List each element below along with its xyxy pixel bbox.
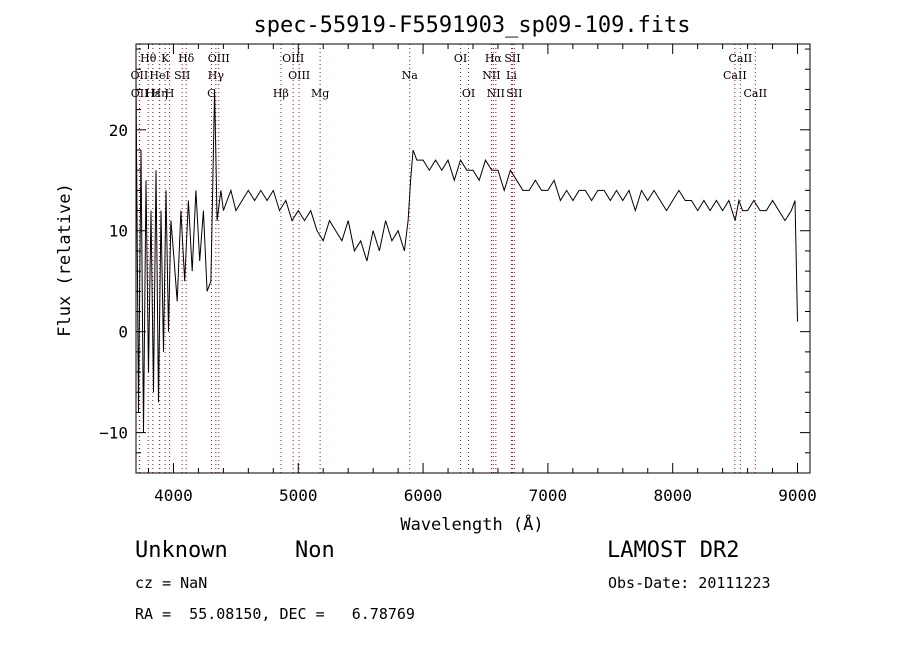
emission-line-label: CaII [743,87,767,100]
x-tick-label: 5000 [279,486,318,505]
observation-date: Obs-Date: 20111223 [608,574,771,592]
y-tick-label: 20 [109,121,128,140]
emission-line-label: OII [131,87,149,100]
redshift-cz: cz = NaN [135,574,208,592]
emission-line-label: H [165,87,175,100]
emission-line-label: CaII [729,52,753,65]
emission-line-label: OI [454,52,467,65]
object-subclass: Non [295,538,335,563]
emission-line-label: Hβ [273,87,289,100]
emission-line-label: Hδ [178,52,195,65]
emission-line-label: Hα [485,52,503,65]
emission-line-label: OII [131,69,149,82]
y-axis: −10 0 10 20 [99,48,810,454]
chart-title: spec-55919-F5591903_sp09-109.fits [253,13,690,38]
plot-frame [135,43,811,474]
emission-line-label: CaII [723,69,747,82]
emission-line-label: Li [506,69,517,82]
emission-line-label: OIII [208,52,230,65]
emission-line-label: Hε [145,87,161,100]
spectrum-line [135,79,798,433]
emission-line-label: Hη [151,87,167,100]
emission-line-label: NII [487,87,505,100]
emission-line-label: HeI [149,69,169,82]
emission-line-label: G [207,87,216,100]
y-axis-label: Flux (relative) [55,183,75,337]
emission-line-markers [138,44,756,473]
ra-dec-coordinates: RA = 55.08150, DEC = 6.78769 [135,605,415,623]
x-tick-label: 7000 [529,486,568,505]
emission-line-label: OIII [282,52,304,65]
survey-name: LAMOST DR2 [607,538,740,563]
x-tick-label: 4000 [154,486,193,505]
y-tick-label: −10 [99,424,128,443]
emission-line-label: OIII [288,69,310,82]
object-class: Unknown [135,538,228,563]
emission-line-label: Hγ [208,69,225,82]
emission-line-label: SII [506,87,522,100]
emission-line-label: Mg [311,87,329,100]
x-tick-label: 6000 [404,486,443,505]
x-axis-label: Wavelength (Å) [400,513,543,535]
emission-line-label: Na [402,69,419,82]
y-tick-label: 10 [109,222,128,241]
x-tick-label: 9000 [778,486,817,505]
emission-line-label: Hθ [140,52,157,65]
emission-line-label: NII [482,69,500,82]
y-tick-label: 0 [118,323,128,342]
x-axis: 4000 5000 6000 7000 8000 9000 [147,44,817,505]
x-tick-label: 8000 [653,486,692,505]
emission-line-label: K [161,52,170,65]
emission-line-label: SII [174,69,190,82]
emission-line-label: SII [504,52,520,65]
emission-line-label: OI [462,87,475,100]
